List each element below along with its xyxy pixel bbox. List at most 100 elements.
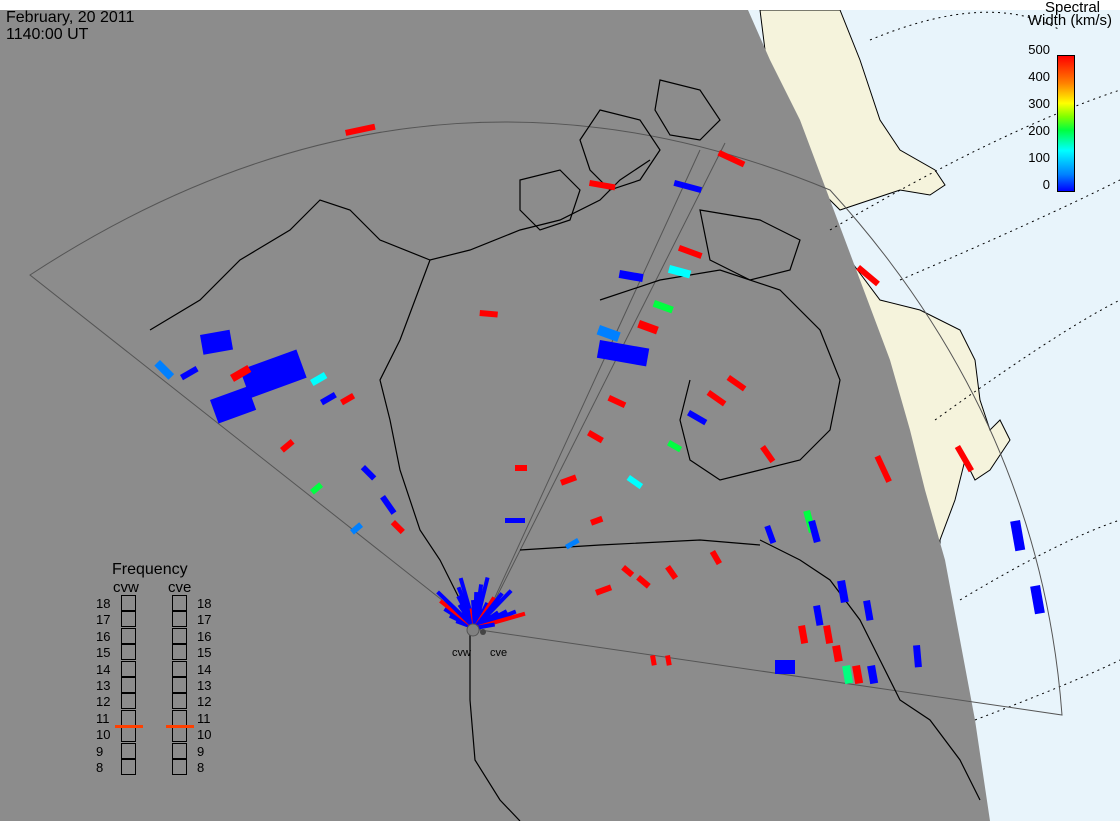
frequency-scale-label: 16: [96, 628, 111, 644]
frequency-box-cve: [172, 742, 187, 759]
colorbar-tick: 500: [1028, 42, 1050, 57]
colorbar-tick: 200: [1028, 123, 1050, 138]
frequency-scale-label: 12: [197, 694, 212, 710]
data-cell: [596, 325, 621, 342]
data-cell: [832, 645, 843, 663]
top-strip: [0, 0, 1120, 10]
data-cell: [823, 625, 834, 644]
frequency-marker-cvw: [115, 724, 143, 728]
colorbar: [1057, 55, 1075, 192]
site-label-cvw: cvw: [452, 647, 471, 659]
frequency-box-cve: [172, 644, 187, 661]
data-cell: [209, 386, 257, 424]
frequency-title: Frequency: [112, 561, 188, 578]
frequency-scale-label: 13: [197, 678, 212, 693]
frequency-box-cve: [172, 726, 187, 743]
data-cell: [636, 574, 651, 589]
data-cell: [667, 265, 692, 279]
frequency-box-cve: [172, 677, 187, 693]
data-cell: [588, 179, 616, 191]
frequency-box-cve: [172, 627, 187, 644]
frequency-radar-b-label: cve: [168, 579, 192, 596]
data-cell: [505, 518, 525, 523]
frequency-scale-label: 12: [96, 694, 111, 710]
data-cell: [618, 270, 644, 283]
data-cell: [230, 365, 252, 382]
frequency-box-cvw: [121, 660, 136, 677]
frequency-scale-label: 18: [96, 596, 111, 611]
data-cell: [863, 600, 874, 621]
data-cell: [200, 329, 234, 355]
data-cell: [667, 439, 683, 453]
data-cell: [775, 660, 795, 674]
data-cell: [954, 444, 974, 473]
data-cell: [607, 394, 627, 409]
frequency-box-cvw: [121, 759, 136, 775]
radar-site-cve: [480, 629, 486, 635]
frequency-scale-label: 17: [197, 612, 212, 628]
data-cell: [726, 375, 747, 392]
colorbar-tick: 300: [1028, 96, 1050, 111]
frequency-box-cvw: [121, 611, 136, 628]
data-cell: [687, 410, 708, 426]
frequency-scale-label: 18: [197, 596, 212, 611]
coastlines: [149, 79, 981, 822]
data-cell: [515, 465, 527, 471]
frequency-box-cve: [172, 693, 187, 710]
data-cell: [309, 372, 328, 387]
frequency-scale-label: 11: [96, 710, 110, 726]
frequency-scale-label: 15: [96, 645, 111, 661]
data-cell: [652, 299, 674, 314]
site-label-cve: cve: [490, 647, 508, 659]
data-cell: [856, 264, 880, 287]
data-cell: [665, 655, 672, 666]
frequency-scale-label: 13: [96, 678, 111, 693]
colorbar-tick: 0: [1042, 177, 1050, 192]
data-cell: [565, 538, 580, 550]
data-cell: [717, 150, 746, 168]
data-cell: [626, 474, 644, 490]
frequency-box-cvw: [121, 709, 136, 726]
frequency-box-cve: [172, 595, 187, 611]
night-region: [0, 10, 990, 821]
frequency-scale-label: 9: [197, 743, 205, 759]
frequency-scale-label: 16: [197, 628, 212, 644]
data-cell: [874, 454, 892, 483]
data-cell: [709, 550, 722, 566]
data-cell: [179, 366, 199, 381]
data-cell: [867, 665, 879, 685]
data-cell: [587, 429, 604, 444]
data-cell: [1010, 520, 1026, 552]
data-cell: [380, 495, 397, 515]
frequency-box-cvw: [121, 677, 136, 693]
data-cell: [350, 522, 364, 535]
data-cell: [798, 625, 809, 644]
data-cell: [764, 524, 777, 544]
grid-lines: [829, 11, 1120, 721]
frequency-box-cvw: [121, 726, 136, 743]
data-cell: [621, 565, 635, 578]
frequency-box-cve: [172, 660, 187, 677]
data-cell: [808, 520, 821, 544]
data-cell: [1030, 585, 1045, 615]
data-cell: [842, 665, 854, 685]
frequency-scale-label: 17: [96, 612, 111, 628]
frequency-scale-label: 14: [197, 661, 212, 677]
frequency-scale-label: 10: [197, 727, 212, 743]
data-cell: [309, 482, 324, 495]
data-cell: [560, 474, 578, 486]
data-cell: [594, 584, 613, 596]
data-cell: [677, 245, 703, 259]
frequency-box-cvw: [121, 595, 136, 611]
frequency-marker-cve: [166, 724, 194, 728]
frequency-box-cve: [172, 709, 187, 726]
colorbar-tick: 400: [1028, 69, 1050, 84]
data-cell: [665, 565, 679, 580]
data-cell: [320, 392, 337, 406]
frequency-scale-label: 11: [197, 710, 211, 726]
data-cell: [673, 179, 703, 194]
data-cell: [590, 515, 604, 526]
data-cell: [340, 393, 356, 406]
